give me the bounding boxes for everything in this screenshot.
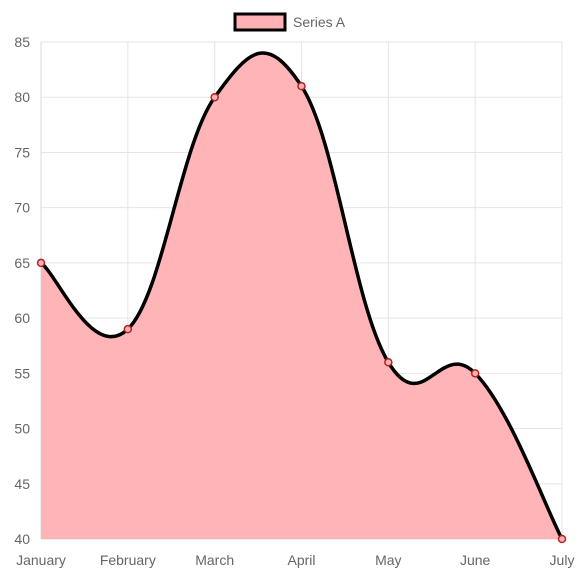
y-tick-label-85: 85 [14, 34, 30, 50]
y-tick-label-80: 80 [14, 89, 30, 105]
x-tick-label-july: July [550, 552, 575, 568]
data-point-march [210, 92, 219, 102]
y-axis-tick-labels: 40 45 50 55 60 65 70 75 80 85 [14, 34, 30, 547]
y-tick-label-55: 55 [14, 365, 30, 381]
x-tick-label-may: May [375, 552, 401, 568]
data-points [36, 81, 567, 544]
y-tick-label-65: 65 [14, 255, 30, 271]
y-tick-label-50: 50 [14, 421, 30, 437]
x-axis-tick-labels: January February March April May June July [16, 552, 574, 568]
data-point-june [470, 369, 480, 378]
y-tick-label-70: 70 [14, 200, 30, 216]
x-tick-label-february: February [100, 552, 156, 568]
legend-label-series-a[interactable]: Series A [293, 14, 346, 30]
y-tick-label-60: 60 [14, 310, 30, 326]
data-point-may [384, 358, 393, 367]
x-tick-label-january: January [16, 552, 66, 568]
y-tick-label-40: 40 [14, 531, 30, 547]
y-tick-label-45: 45 [14, 476, 30, 492]
data-point-february [123, 324, 133, 334]
data-point-april [297, 81, 306, 91]
legend[interactable]: Series A [233, 12, 346, 32]
y-tick-label-75: 75 [14, 144, 30, 160]
x-tick-label-april: April [287, 552, 315, 568]
area-fill-series-a [41, 52, 562, 539]
series-area [41, 52, 562, 539]
x-tick-label-march: March [195, 552, 234, 568]
x-tick-label-june: June [460, 552, 491, 568]
legend-swatch-series-a[interactable] [233, 12, 287, 32]
data-point-july [557, 534, 567, 544]
data-point-january [36, 258, 46, 268]
